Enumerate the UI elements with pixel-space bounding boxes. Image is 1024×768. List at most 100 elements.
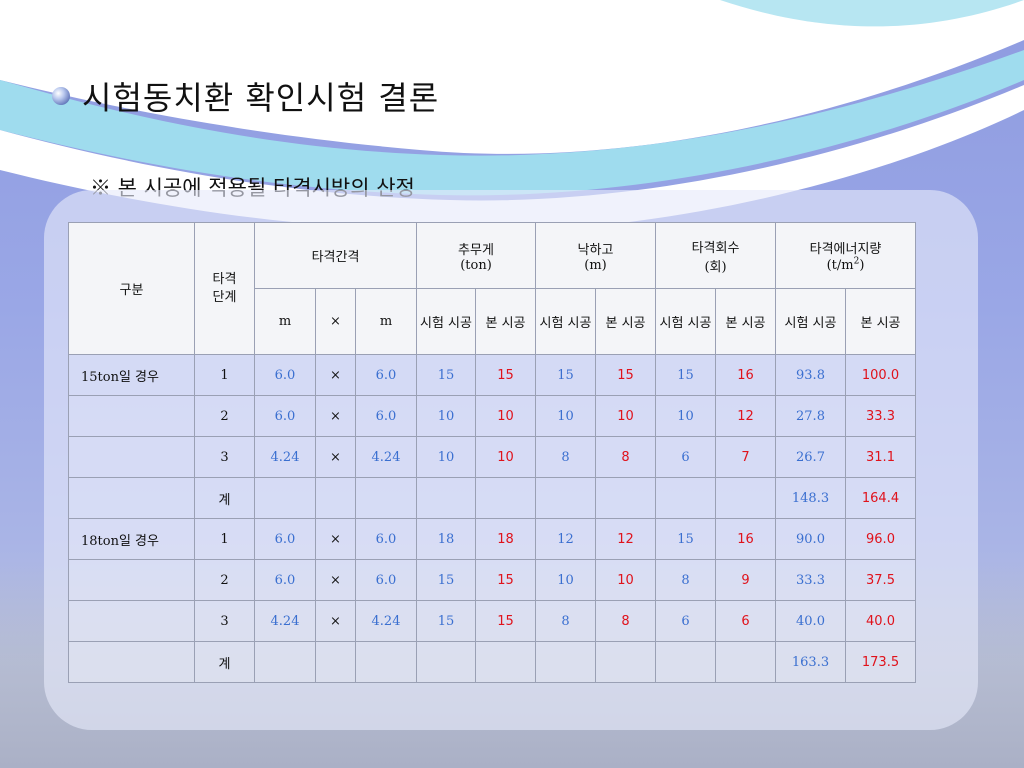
cell-stage: 계 (194, 641, 255, 683)
subheader-energy-test: 시험 시공 (775, 288, 846, 355)
cell-blows-main (715, 641, 776, 683)
cell-blows-main: 16 (715, 518, 776, 560)
subheader-m2: m (355, 288, 417, 355)
cell-blows-test: 15 (655, 518, 716, 560)
cell-stage: 2 (194, 559, 255, 601)
cell-blows-test: 6 (655, 436, 716, 478)
header-drop: 낙하고 (m) (535, 222, 656, 289)
cell-blows-test: 10 (655, 395, 716, 437)
cell-weight-main: 10 (475, 436, 536, 478)
cell-blows-test (655, 477, 716, 519)
cell-interval-a: 6.0 (254, 559, 316, 601)
cell-drop-main (595, 641, 656, 683)
cell-stage: 3 (194, 436, 255, 478)
cell-energy-main: 33.3 (845, 395, 916, 437)
cell-weight-main: 15 (475, 354, 536, 396)
cell-drop-test: 12 (535, 518, 596, 560)
cell-blows-test (655, 641, 716, 683)
cell-energy-test: 90.0 (775, 518, 846, 560)
table-row: 2 6.0 × 6.0 10 10 10 10 10 12 27.8 33.3 (68, 395, 916, 437)
cell-blows-test: 6 (655, 600, 716, 642)
cell-weight-test (416, 641, 476, 683)
cell-drop-test: 8 (535, 600, 596, 642)
cell-interval-x (315, 641, 356, 683)
cell-drop-main: 10 (595, 559, 656, 601)
cell-category (68, 477, 195, 519)
header-energy: 타격에너지량 (t/m2) (775, 222, 916, 289)
cell-drop-test (535, 641, 596, 683)
table-row: 계 148.3 164.4 (68, 477, 916, 519)
cell-interval-b: 6.0 (355, 395, 417, 437)
cell-interval-a: 4.24 (254, 600, 316, 642)
subheader-weight-test: 시험 시공 (416, 288, 476, 355)
cell-interval-x: × (315, 436, 356, 478)
slide-title: 시험동치환 확인시험 결론 (52, 74, 439, 118)
cell-energy-test: 93.8 (775, 354, 846, 396)
cell-interval-a (254, 641, 316, 683)
subheader-blows-main: 본 시공 (715, 288, 776, 355)
header-category: 구분 (68, 222, 195, 355)
cell-weight-test: 10 (416, 436, 476, 478)
subheader-m1: m (254, 288, 316, 355)
cell-interval-b: 6.0 (355, 518, 417, 560)
cell-drop-test (535, 477, 596, 519)
cell-weight-main (475, 641, 536, 683)
cell-category: 18ton일 경우 (68, 518, 195, 560)
cell-weight-test: 15 (416, 354, 476, 396)
header-weight: 추무게 (ton) (416, 222, 536, 289)
cell-stage: 2 (194, 395, 255, 437)
subheader-drop-main: 본 시공 (595, 288, 656, 355)
cell-category (68, 395, 195, 437)
cell-drop-main (595, 477, 656, 519)
subheader-x: × (315, 288, 356, 355)
subheader-drop-test: 시험 시공 (535, 288, 596, 355)
cell-category (68, 559, 195, 601)
cell-energy-main: 31.1 (845, 436, 916, 478)
table-row: 3 4.24 × 4.24 15 15 8 8 6 6 40.0 40.0 (68, 600, 916, 642)
cell-stage: 3 (194, 600, 255, 642)
cell-drop-test: 8 (535, 436, 596, 478)
table-row: 2 6.0 × 6.0 15 15 10 10 8 9 33.3 37.5 (68, 559, 916, 601)
cell-category (68, 600, 195, 642)
cell-weight-test: 15 (416, 600, 476, 642)
cell-energy-main: 100.0 (845, 354, 916, 396)
cell-drop-main: 15 (595, 354, 656, 396)
cell-weight-main: 10 (475, 395, 536, 437)
table-row: 15ton일 경우 1 6.0 × 6.0 15 15 15 15 15 16 93.8 100.0 (68, 354, 916, 396)
subheader-energy-main: 본 시공 (845, 288, 916, 355)
header-blows: 타격회수 (회) (655, 222, 776, 289)
cell-category (68, 641, 195, 683)
cell-energy-main: 164.4 (845, 477, 916, 519)
cell-interval-b (355, 477, 417, 519)
table-row: 18ton일 경우 1 6.0 × 6.0 18 18 12 12 15 16 90.0 96.0 (68, 518, 916, 560)
cell-weight-test (416, 477, 476, 519)
cell-energy-test: 163.3 (775, 641, 846, 683)
cell-energy-test: 33.3 (775, 559, 846, 601)
cell-energy-main: 37.5 (845, 559, 916, 601)
cell-blows-main: 6 (715, 600, 776, 642)
cell-blows-main: 12 (715, 395, 776, 437)
cell-weight-main: 15 (475, 600, 536, 642)
cell-blows-main: 9 (715, 559, 776, 601)
cell-energy-main: 96.0 (845, 518, 916, 560)
driving-spec-table: 구분 타격 단계 타격간격 추무게 (ton) 낙하고 (m) 타격회수 (회) 타격… (68, 222, 916, 683)
bullet-icon (52, 87, 70, 105)
cell-drop-main: 8 (595, 436, 656, 478)
cell-interval-x: × (315, 395, 356, 437)
cell-interval-a (254, 477, 316, 519)
cell-interval-a: 4.24 (254, 436, 316, 478)
cell-interval-b: 6.0 (355, 559, 417, 601)
cell-weight-test: 18 (416, 518, 476, 560)
cell-interval-a: 6.0 (254, 518, 316, 560)
cell-energy-test: 26.7 (775, 436, 846, 478)
cell-energy-test: 148.3 (775, 477, 846, 519)
cell-interval-x: × (315, 518, 356, 560)
cell-blows-test: 8 (655, 559, 716, 601)
cell-interval-b: 4.24 (355, 436, 417, 478)
header-interval: 타격간격 (254, 222, 417, 289)
cell-weight-test: 10 (416, 395, 476, 437)
cell-drop-main: 8 (595, 600, 656, 642)
cell-drop-main: 10 (595, 395, 656, 437)
cell-blows-main: 16 (715, 354, 776, 396)
cell-energy-main: 173.5 (845, 641, 916, 683)
